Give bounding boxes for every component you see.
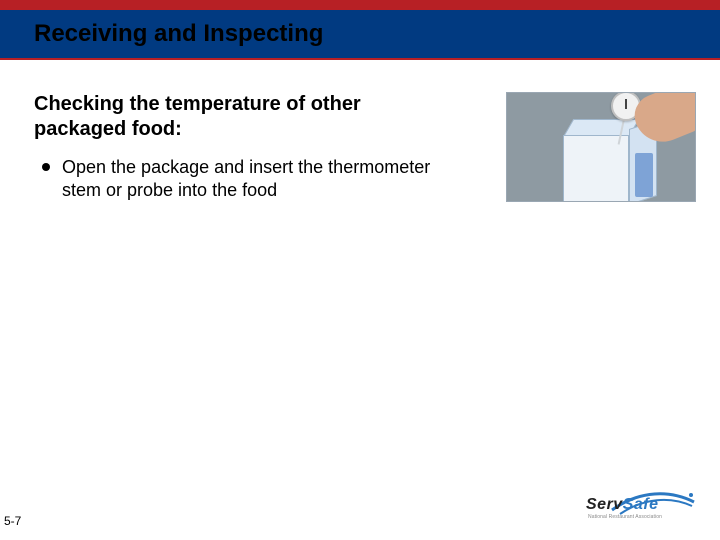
content-area: Checking the temperature of other packag…: [34, 92, 454, 203]
servsafe-logo: ServSafe National Restaurant Association: [586, 484, 696, 526]
header-rule: [0, 58, 720, 60]
slide-title: Receiving and Inspecting: [34, 20, 323, 48]
illustration: [506, 92, 696, 202]
logo-accent: Safe: [623, 496, 659, 513]
header-blue-bar: Receiving and Inspecting: [0, 10, 720, 58]
bullet-text: Open the package and insert the thermome…: [62, 157, 430, 200]
content-subheading: Checking the temperature of other packag…: [34, 92, 454, 142]
bullet-item: Open the package and insert the thermome…: [40, 156, 454, 203]
bullet-list: Open the package and insert the thermome…: [34, 156, 454, 203]
logo-text: ServSafe: [586, 496, 659, 514]
logo-subtitle: National Restaurant Association: [588, 514, 662, 520]
logo-prefix: Serv: [586, 496, 623, 513]
slide: Receiving and Inspecting Checking the te…: [0, 0, 720, 540]
header-red-bar: [0, 0, 720, 10]
page-number: 5-7: [4, 514, 21, 528]
bullet-dot-icon: [42, 163, 50, 171]
